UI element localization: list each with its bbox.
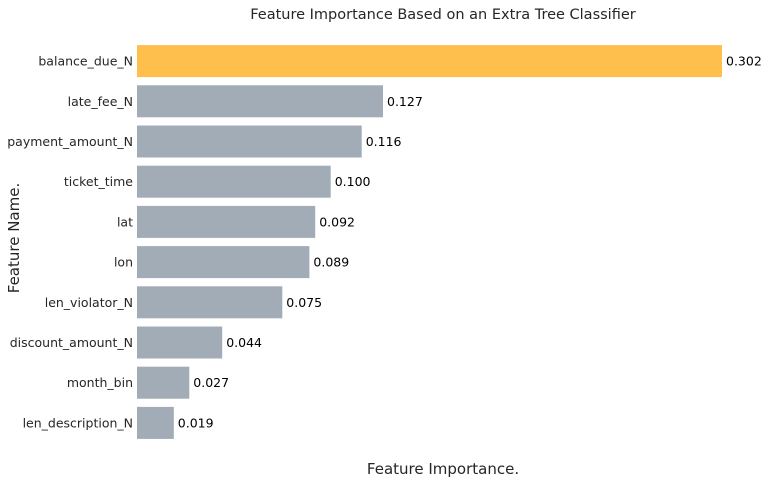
bar-lon [137, 246, 310, 279]
value-label: 0.044 [226, 335, 262, 350]
y-tick-label: lat [117, 214, 133, 229]
y-axis-label: Feature Name. [5, 183, 23, 293]
bar-len-violator-n [137, 286, 283, 319]
bar-discount-amount-n [137, 326, 223, 359]
y-tick-label: len_violator_N [45, 295, 133, 310]
value-label: 0.075 [286, 295, 322, 310]
y-tick-labels: balance_due_N late_fee_N payment_amount_Nt… [7, 54, 133, 431]
value-label: 0.116 [366, 134, 402, 149]
bar-len-description-n [137, 406, 174, 439]
chart-title: Feature Importance Based on an Extra Tre… [250, 7, 636, 23]
bars-layer [137, 45, 722, 439]
x-axis-label: Feature Importance. [367, 460, 519, 478]
bar-lat [137, 205, 316, 238]
value-label: 0.302 [726, 54, 762, 69]
value-labels: 0.302 0.127 0.116 0.100 0.092 0.089 0.075 0.044… [178, 54, 762, 431]
bar-ticket-time [137, 165, 331, 198]
value-label: 0.127 [387, 94, 423, 109]
y-tick-label: lon [114, 255, 133, 270]
bar-month-bin [137, 366, 190, 399]
y-tick-label: payment_amount_N [7, 134, 133, 149]
value-label: 0.092 [319, 214, 355, 229]
y-tick-label: discount_amount_N [10, 335, 133, 350]
value-label: 0.019 [178, 415, 214, 430]
y-tick-label: balance_due_N [38, 54, 133, 69]
bar-late-fee-n [137, 85, 383, 118]
y-tick-label: len_description_N [23, 415, 133, 430]
y-tick-label: ticket_time [64, 174, 133, 189]
value-label: 0.089 [313, 255, 349, 270]
y-tick-label: month_bin [67, 375, 133, 390]
value-label: 0.027 [193, 375, 229, 390]
value-label: 0.100 [335, 174, 371, 189]
y-tick-label: late_fee_N [68, 94, 133, 109]
bar-balance-due-n [137, 45, 722, 78]
bar-payment-amount-n [137, 125, 362, 158]
